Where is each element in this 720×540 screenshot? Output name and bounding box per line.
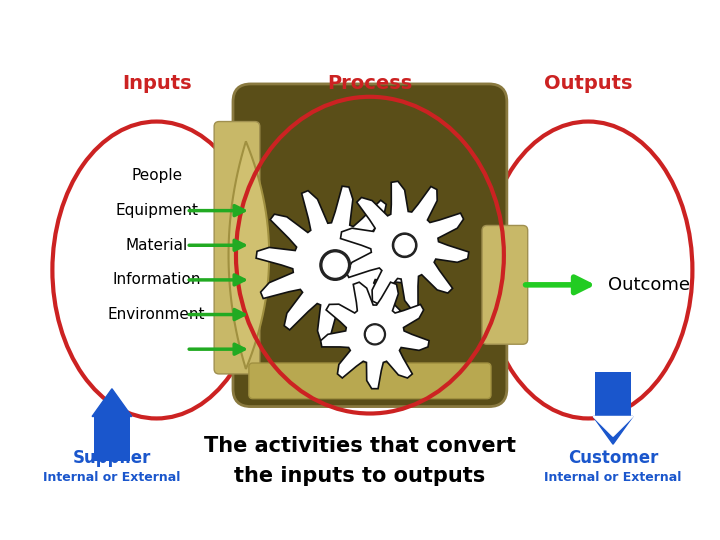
Text: Supplier: Supplier [73, 449, 151, 467]
Ellipse shape [484, 122, 693, 418]
Polygon shape [341, 181, 469, 309]
FancyBboxPatch shape [482, 226, 528, 344]
Ellipse shape [53, 122, 261, 418]
Text: Internal or External: Internal or External [544, 471, 682, 484]
Polygon shape [320, 282, 429, 389]
Text: Customer: Customer [568, 449, 658, 467]
Circle shape [392, 233, 417, 258]
FancyBboxPatch shape [214, 122, 260, 374]
Text: Process: Process [328, 75, 413, 93]
FancyBboxPatch shape [233, 84, 507, 407]
Circle shape [395, 235, 414, 255]
Text: Environment: Environment [108, 307, 205, 322]
Text: Inputs: Inputs [122, 75, 192, 93]
Text: Equipment: Equipment [115, 203, 198, 218]
Text: Outputs: Outputs [544, 75, 632, 93]
Circle shape [366, 326, 383, 342]
FancyBboxPatch shape [249, 363, 491, 399]
Circle shape [323, 253, 347, 277]
FancyBboxPatch shape [595, 372, 631, 416]
Circle shape [320, 250, 351, 280]
Polygon shape [256, 186, 414, 344]
Polygon shape [593, 416, 633, 436]
Text: Outcome: Outcome [608, 276, 690, 294]
Polygon shape [92, 389, 132, 416]
FancyBboxPatch shape [94, 416, 130, 461]
Text: The activities that convert: The activities that convert [204, 436, 516, 456]
Text: the inputs to outputs: the inputs to outputs [235, 466, 485, 486]
Text: Information: Information [112, 272, 201, 287]
Text: People: People [131, 168, 182, 184]
Circle shape [364, 324, 385, 345]
Polygon shape [228, 141, 269, 369]
Polygon shape [593, 416, 633, 444]
Text: Material: Material [125, 238, 188, 253]
Text: Internal or External: Internal or External [43, 471, 181, 484]
